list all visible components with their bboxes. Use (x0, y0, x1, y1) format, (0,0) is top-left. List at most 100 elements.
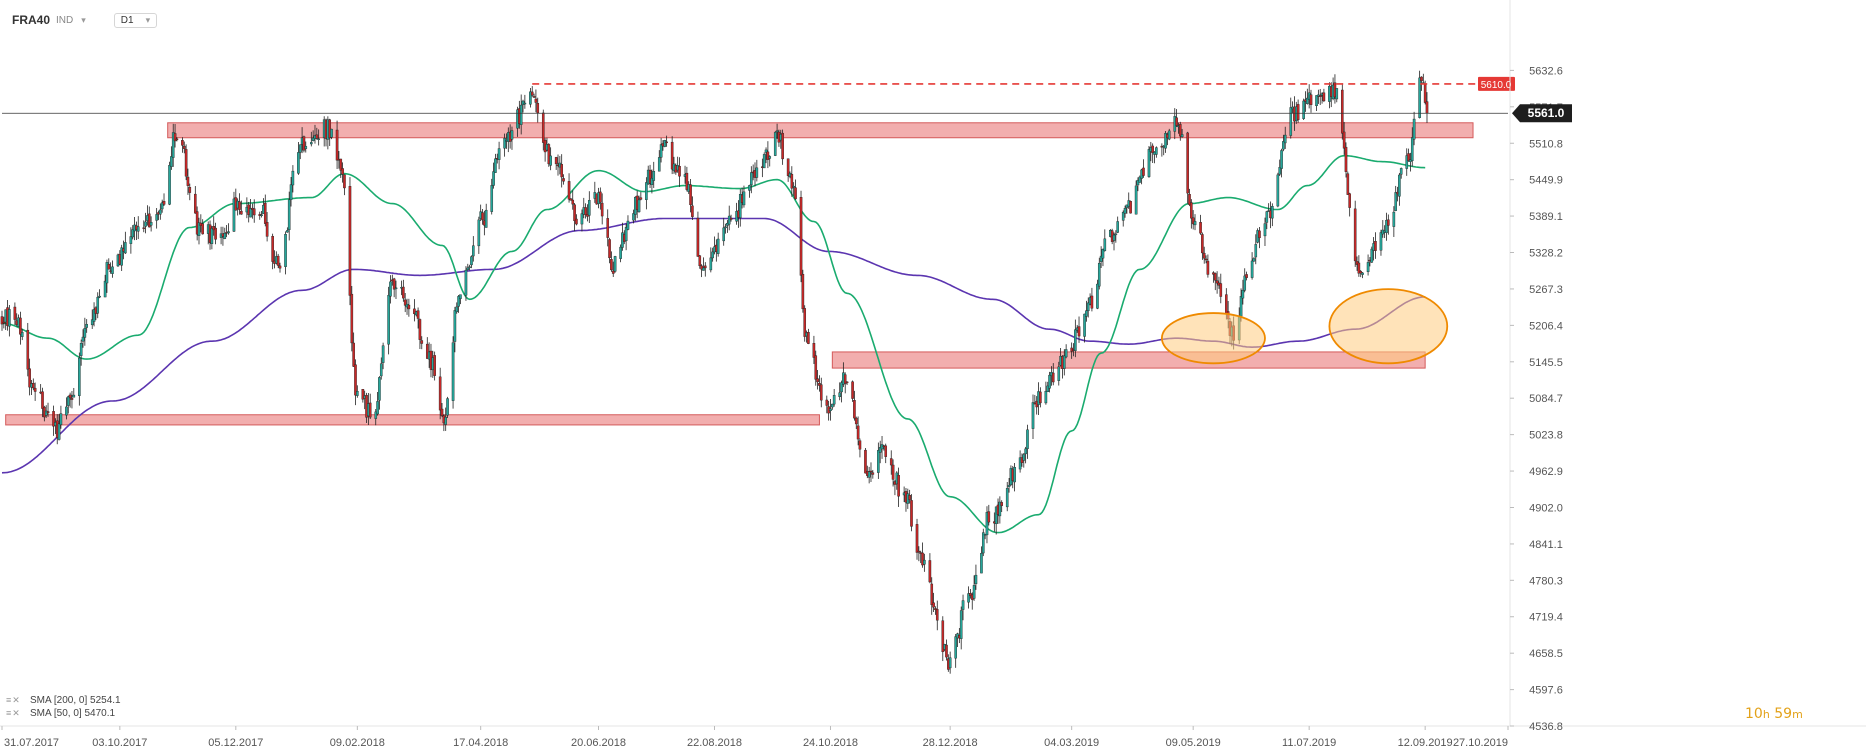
candle-body (291, 170, 295, 186)
candlestick (72, 387, 76, 398)
candle-body (1418, 77, 1421, 118)
candlestick (90, 309, 94, 329)
x-tick-label: 20.06.2018 (571, 737, 626, 749)
candle-body (124, 242, 127, 254)
candle-body (0, 316, 4, 325)
candle-body (1420, 76, 1423, 82)
symbol-label[interactable]: FRA40 (12, 13, 51, 27)
candlestick (298, 144, 302, 160)
candle-body (83, 328, 87, 338)
candle-body (1077, 326, 1081, 337)
candlestick (194, 186, 197, 214)
candlestick (613, 255, 617, 273)
candlestick (1103, 229, 1107, 252)
candle-body (1379, 232, 1383, 251)
candle-body (1103, 238, 1107, 252)
legend-item-sma50[interactable]: ≡✕ SMA [50, 0] 5470.1 (6, 707, 121, 720)
candlestick (497, 141, 501, 170)
candlestick (1392, 206, 1396, 237)
candle-body (814, 355, 818, 380)
candlestick (1254, 234, 1258, 265)
candle-body (954, 636, 957, 659)
indicator-settings-icon[interactable]: ≡✕ (6, 708, 21, 718)
candlestick (1048, 371, 1051, 393)
candle-body (648, 169, 652, 184)
chevron-down-icon[interactable]: ▾ (81, 14, 86, 25)
candle-body (786, 158, 790, 176)
candle-body (703, 265, 707, 269)
candlestick (120, 244, 123, 271)
price-zone (5, 414, 820, 426)
y-tick-label: 4780.3 (1529, 575, 1563, 587)
candle-body (1341, 89, 1344, 134)
candle-countdown: 10h 59m (1745, 706, 1803, 722)
candle-body (387, 294, 390, 345)
candlestick (1342, 121, 1346, 155)
candle-body (65, 406, 68, 416)
candlestick (444, 407, 447, 431)
candle-body (1263, 223, 1267, 237)
candle-body (1309, 94, 1313, 105)
candlestick (1359, 270, 1363, 278)
candlestick (729, 214, 733, 222)
candle-body (451, 342, 455, 401)
candle-body (934, 608, 937, 610)
candlestick (1370, 246, 1374, 263)
candlestick (1190, 199, 1193, 229)
x-tick-label: 04.03.2019 (1044, 737, 1099, 749)
candlestick (1116, 216, 1119, 234)
candlestick (696, 211, 700, 257)
candlestick (184, 144, 188, 181)
candlestick (1374, 232, 1377, 259)
candlestick (724, 223, 727, 234)
candle-body (858, 440, 862, 450)
candle-body (81, 336, 85, 342)
candle-body (1151, 145, 1154, 154)
candle-body (68, 394, 72, 399)
candlestick (1039, 387, 1042, 408)
candle-body (845, 381, 849, 384)
candlestick (238, 193, 241, 215)
candlestick (1031, 394, 1035, 440)
candle-body (302, 136, 306, 151)
candlestick (490, 178, 494, 215)
candle-body (930, 583, 934, 605)
candlestick (851, 380, 854, 402)
candlestick (1405, 148, 1409, 176)
candle-body (838, 392, 841, 398)
candlestick (845, 381, 849, 385)
candle-body (1074, 329, 1077, 351)
candle-body (1385, 219, 1388, 233)
timeframe-select[interactable]: D1 ▾ (113, 12, 158, 28)
candle-body (1199, 222, 1202, 234)
candlestick (26, 322, 30, 377)
candlestick (678, 157, 681, 187)
candlestick (131, 225, 135, 240)
indicator-settings-icon[interactable]: ≡✕ (6, 695, 21, 705)
candle-body (149, 222, 153, 226)
candle-body (773, 132, 777, 156)
candlestick (92, 302, 96, 327)
candlestick (1243, 268, 1247, 293)
market-label[interactable]: IND (56, 14, 74, 26)
candlestick (232, 191, 236, 232)
candlestick (738, 189, 742, 227)
candle-body (407, 304, 411, 310)
candlestick (829, 398, 832, 421)
legend-item-sma200[interactable]: ≡✕ SMA [200, 0] 5254.1 (6, 694, 121, 707)
candlestick (70, 391, 74, 409)
candlestick (967, 586, 970, 609)
candle-body (536, 103, 540, 114)
candlestick (1309, 89, 1313, 113)
candlestick (263, 194, 267, 227)
candle-body (1096, 283, 1099, 309)
candle-body (484, 209, 488, 228)
candle-body (162, 200, 166, 205)
candle-body (368, 402, 372, 418)
candlestick (1024, 446, 1027, 464)
candlestick (425, 337, 429, 359)
candlestick (994, 506, 998, 535)
candlestick (402, 279, 405, 302)
candle-body (1114, 233, 1118, 236)
